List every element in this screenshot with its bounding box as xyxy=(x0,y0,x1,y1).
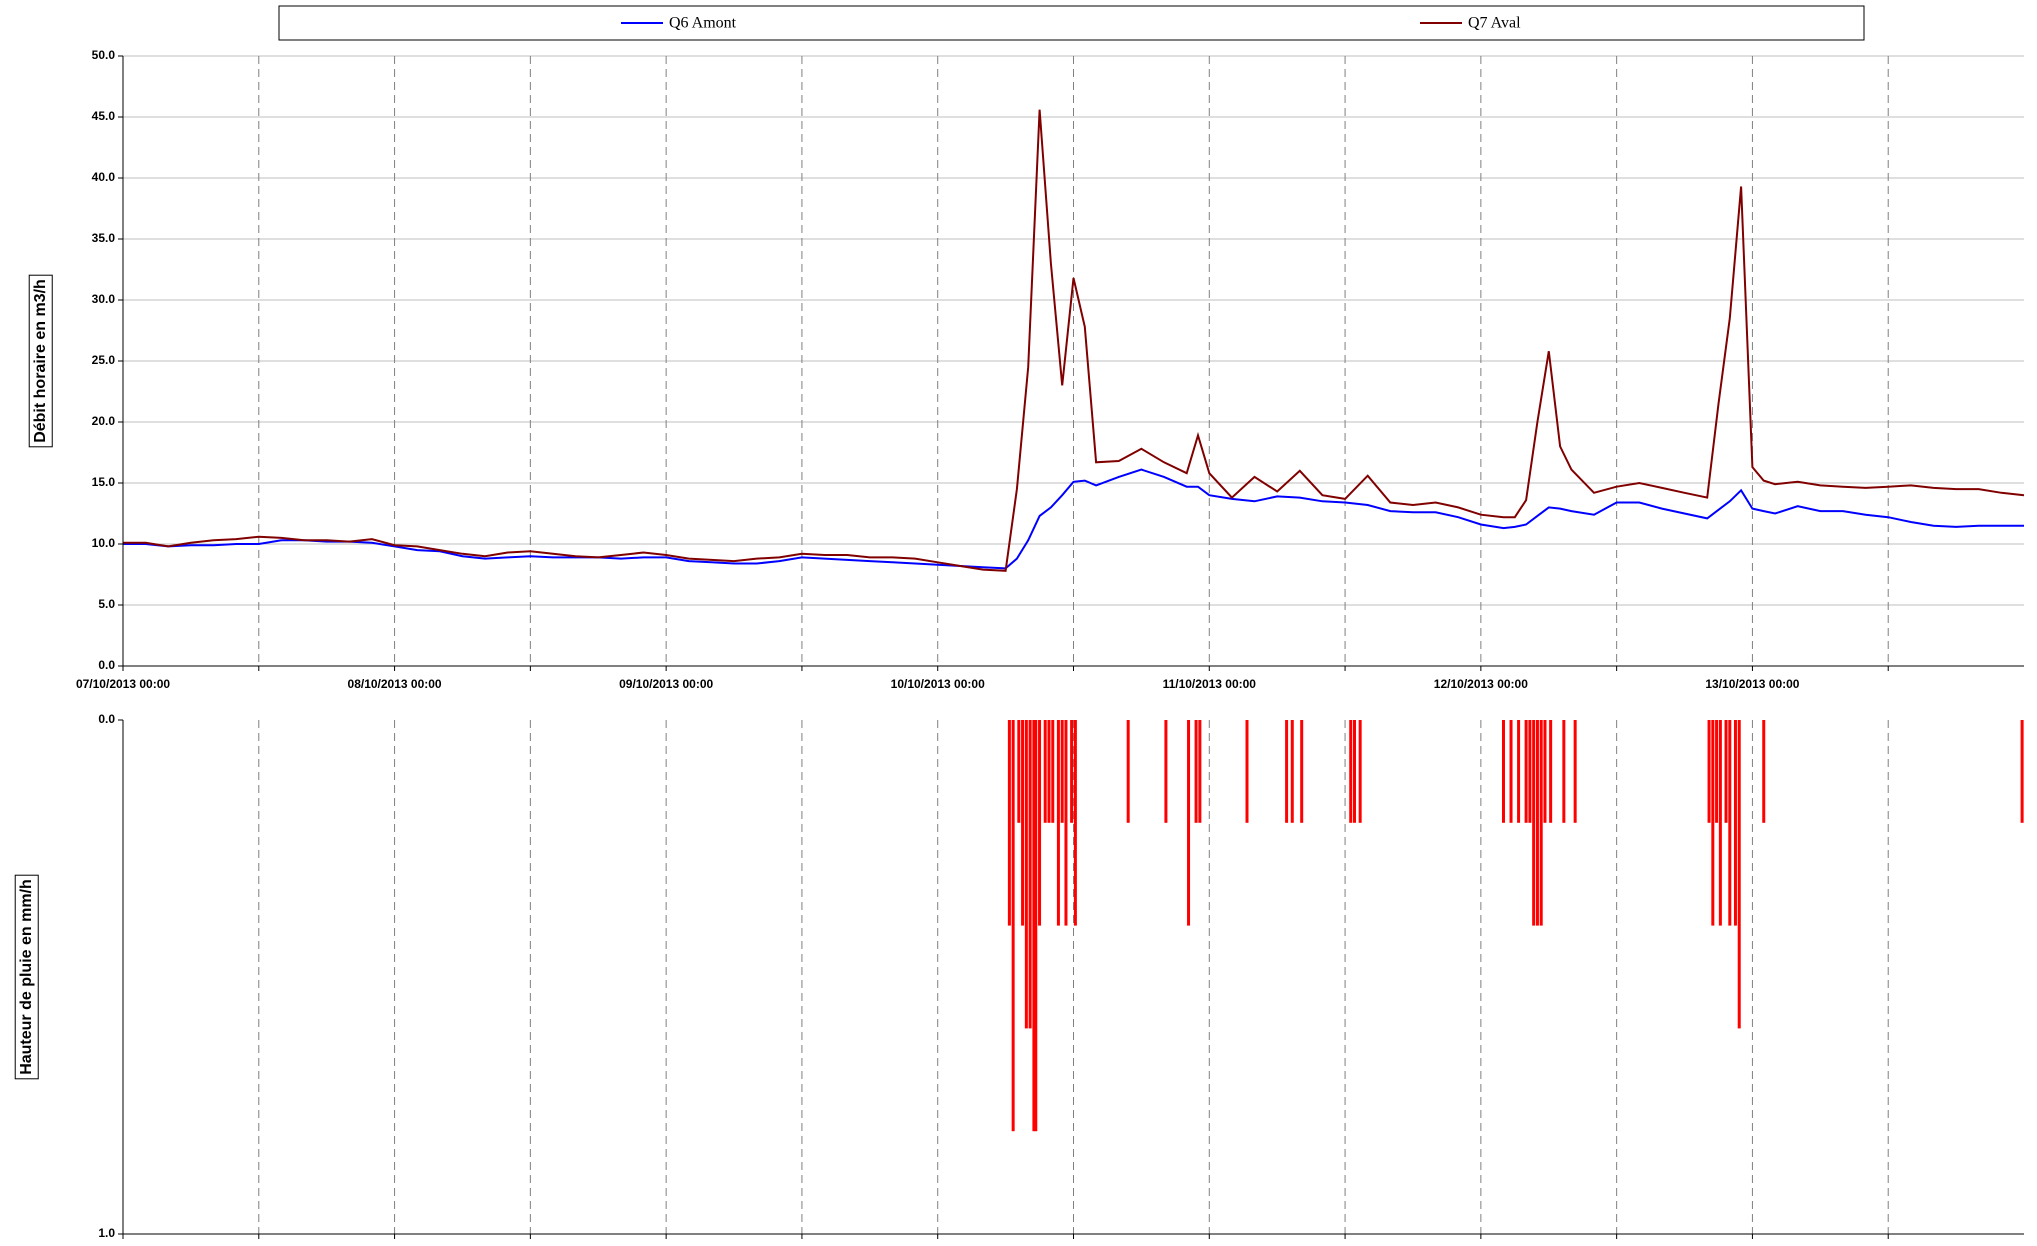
rain-bar xyxy=(1198,720,1202,823)
rain-bar xyxy=(1034,720,1038,1132)
series-line xyxy=(123,468,2024,570)
rain-bar xyxy=(1017,720,1021,823)
rain-bar xyxy=(1064,720,1068,926)
y-tick-label: 1.0 xyxy=(98,1226,115,1240)
y-tick-label: 15.0 xyxy=(92,475,116,489)
series-line xyxy=(123,109,2025,572)
rain-bar xyxy=(1718,720,1722,926)
y-axis-label-group: Hauteur de pluie en mm/h xyxy=(14,874,39,1080)
rain-bar xyxy=(1073,720,1077,926)
y-tick-label: 5.0 xyxy=(98,597,115,611)
rain-bar xyxy=(1060,720,1064,823)
rain-bar xyxy=(1549,720,1553,823)
y-axis-label-group: Débit horaire en m3/h xyxy=(28,274,53,448)
x-tick-label: 09/10/2013 00:00 xyxy=(619,677,713,691)
rain-bar xyxy=(1164,720,1168,823)
rain-bar xyxy=(1707,720,1711,823)
rain-bar xyxy=(1528,720,1532,823)
legend-label: Q6 Amont xyxy=(669,15,737,32)
rain-bar xyxy=(1349,720,1353,823)
rain-bar xyxy=(1300,720,1304,823)
rain-bar xyxy=(1024,720,1028,1029)
rain-bar xyxy=(1028,720,1032,1029)
rain-bar xyxy=(1733,720,1737,926)
rain-bar xyxy=(1043,720,1047,823)
x-tick-label: 13/10/2013 00:00 xyxy=(1705,677,1799,691)
rain-bar xyxy=(1358,720,1362,823)
rain-bar xyxy=(1007,720,1011,926)
rain-bar xyxy=(1194,720,1198,823)
y-tick-label: 30.0 xyxy=(92,292,116,306)
rain-bar xyxy=(1539,720,1543,926)
y-tick-label: 20.0 xyxy=(92,414,116,428)
y-tick-label: 10.0 xyxy=(92,536,116,550)
rain-bar xyxy=(1762,720,1766,823)
rain-bar xyxy=(1290,720,1294,823)
rain-bar xyxy=(1509,720,1513,823)
x-tick-label: 07/10/2013 00:00 xyxy=(76,677,170,691)
rain-bar xyxy=(1535,720,1539,926)
x-tick-label: 10/10/2013 00:00 xyxy=(891,677,985,691)
y-axis-label: Débit horaire en m3/h xyxy=(32,279,49,443)
y-tick-label: 25.0 xyxy=(92,353,116,367)
rain-bar xyxy=(1056,720,1060,926)
rain-bar xyxy=(1038,720,1042,926)
rain-bar xyxy=(1715,720,1719,823)
rain-bar xyxy=(1353,720,1357,823)
rain-bar xyxy=(1187,720,1191,926)
rain-bar xyxy=(1573,720,1577,823)
rain-bar xyxy=(1047,720,1051,823)
x-tick-label: 08/10/2013 00:00 xyxy=(348,677,442,691)
y-tick-label: 35.0 xyxy=(92,231,116,245)
x-tick-label: 11/10/2013 00:00 xyxy=(1163,677,1257,691)
legend-label: Q7 Aval xyxy=(1468,15,1521,32)
rain-bar xyxy=(1524,720,1528,823)
y-tick-label: 40.0 xyxy=(92,170,116,184)
rain-bar xyxy=(1532,720,1536,926)
y-tick-label: 0.0 xyxy=(98,712,115,726)
rain-bar xyxy=(1517,720,1521,823)
rain-bar xyxy=(1543,720,1547,823)
rain-bar xyxy=(1126,720,1130,823)
y-tick-label: 45.0 xyxy=(92,109,116,123)
rain-bar xyxy=(2020,720,2024,823)
rain-bar xyxy=(1724,720,1728,823)
rain-bar xyxy=(1711,720,1715,926)
y-axis-label-box xyxy=(14,874,39,1080)
rain-bar xyxy=(1051,720,1055,823)
rain-bar xyxy=(1021,720,1025,926)
rain-bar xyxy=(1728,720,1732,926)
y-tick-label: 0.0 xyxy=(98,658,115,672)
rain-bar xyxy=(1562,720,1566,823)
rain-bar xyxy=(1032,720,1036,1132)
rain-bar xyxy=(1501,720,1505,823)
rain-bar xyxy=(1737,720,1741,1029)
rain-bar xyxy=(1070,720,1074,823)
y-axis-label-box xyxy=(28,274,53,448)
x-tick-label: 12/10/2013 00:00 xyxy=(1434,677,1528,691)
rain-bar xyxy=(1245,720,1249,823)
legend-box xyxy=(278,5,1865,41)
rain-bar xyxy=(1011,720,1015,1132)
rain-bar xyxy=(1285,720,1289,823)
y-tick-label: 50.0 xyxy=(92,48,116,62)
y-axis-label: Hauteur de pluie en mm/h xyxy=(18,879,35,1075)
